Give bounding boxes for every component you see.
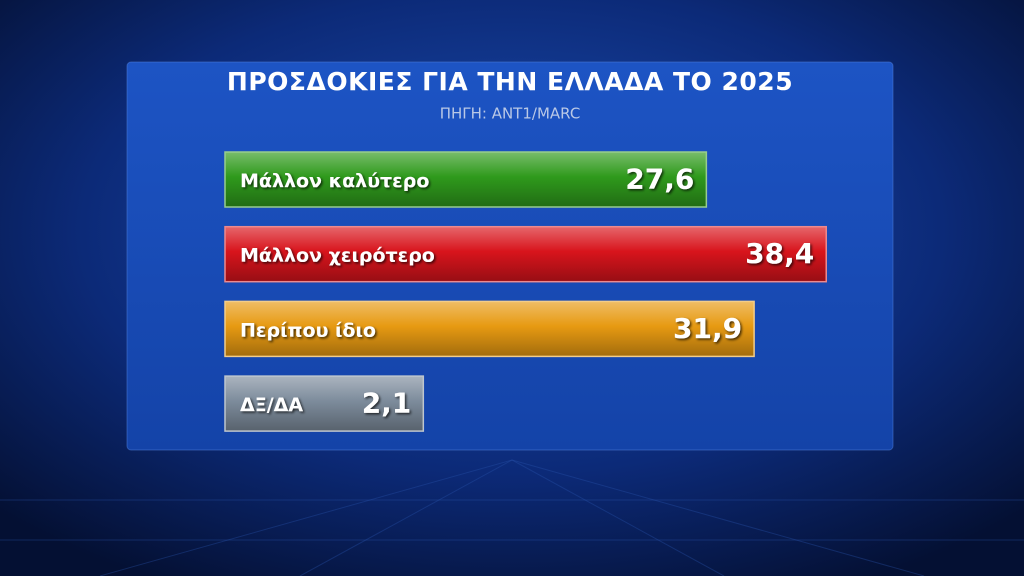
category-label: Μάλλον χειρότερο — [240, 245, 435, 267]
bar — [224, 375, 425, 432]
category-label: ΔΞ/ΔΑ — [240, 394, 303, 416]
chart-title: ΠΡΟΣΔΟΚΙΕΣ ΓΙΑ ΤΗΝ ΕΛΛΑΔΑ ΤΟ 2025 — [227, 67, 793, 96]
category-label: Περίπου ίδιο — [240, 319, 376, 341]
category-label: Μάλλον καλύτερο — [240, 170, 429, 192]
value-label: 2,1 — [362, 387, 412, 420]
value-label: 27,6 — [625, 163, 694, 196]
bar — [224, 225, 827, 283]
bar — [224, 300, 755, 358]
chart-subtitle: ΠΗΓΗ: ANT1/MARC — [440, 105, 581, 123]
value-label: 31,9 — [673, 312, 742, 345]
value-label: 38,4 — [745, 237, 814, 270]
bar — [224, 151, 708, 208]
floor-lines — [0, 459, 1024, 576]
